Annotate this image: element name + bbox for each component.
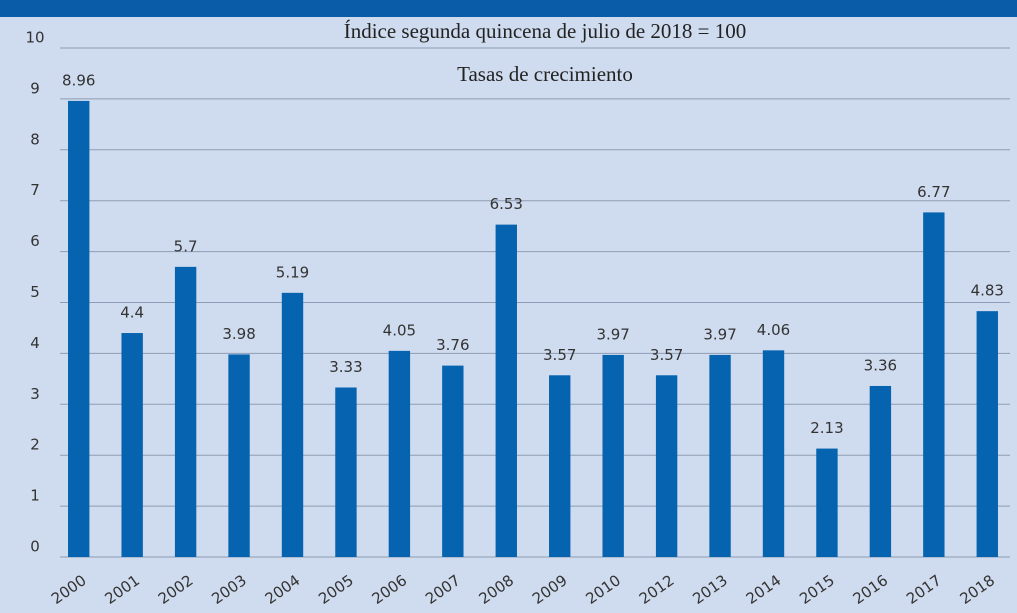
data-label: 6.53: [490, 195, 523, 213]
bar: [228, 354, 250, 557]
top-band: [0, 0, 1017, 17]
y-tick-label: 9: [30, 79, 40, 97]
bar: [923, 212, 945, 558]
bar: [816, 448, 838, 557]
bar: [121, 333, 143, 557]
bar: [869, 385, 892, 557]
data-label: 4.05: [383, 321, 416, 339]
bar: [335, 387, 357, 557]
bar: [174, 266, 197, 557]
data-label: 3.97: [596, 325, 629, 343]
bar: [655, 375, 678, 557]
bar: [602, 354, 624, 557]
y-tick-label: 8: [30, 130, 40, 148]
y-tick-label: 0: [30, 538, 40, 556]
y-tick-label: 3: [30, 385, 40, 403]
bar: [442, 365, 464, 557]
bar: [68, 100, 90, 557]
y-tick-label: 6: [30, 232, 40, 250]
data-label: 3.33: [329, 358, 362, 376]
bar: [495, 224, 517, 558]
bar: [281, 292, 304, 557]
data-label: 3.57: [650, 346, 683, 364]
data-label: 2.13: [810, 419, 843, 437]
data-label: 4.83: [971, 282, 1004, 300]
y-tick-label: 1: [30, 487, 40, 505]
chart-title: Índice segunda quincena de julio de 2018…: [344, 19, 747, 43]
chart-subtitle: Tasas de crecimiento: [457, 62, 633, 86]
data-label: 5.19: [276, 263, 309, 281]
data-label: 3.98: [222, 325, 255, 343]
y-tick-label: 2: [30, 436, 40, 454]
data-label: 3.57: [543, 346, 576, 364]
data-label: 3.36: [864, 356, 897, 374]
data-label: 5.7: [174, 237, 198, 255]
y-tick-label: 5: [30, 283, 40, 301]
data-label: 8.96: [62, 71, 95, 89]
data-label: 6.77: [917, 183, 950, 201]
bar: [549, 375, 571, 557]
bar: [976, 311, 998, 557]
y-tick-label: 7: [30, 181, 40, 199]
bar: [388, 350, 411, 557]
data-label: 4.4: [120, 304, 144, 322]
y-tick-label: 10: [25, 29, 44, 47]
data-label: 4.06: [757, 321, 790, 339]
data-label: 3.97: [703, 325, 736, 343]
bar: [709, 354, 731, 557]
y-tick-label: 4: [30, 334, 40, 352]
bar: [762, 350, 785, 557]
data-label: 3.76: [436, 336, 469, 354]
